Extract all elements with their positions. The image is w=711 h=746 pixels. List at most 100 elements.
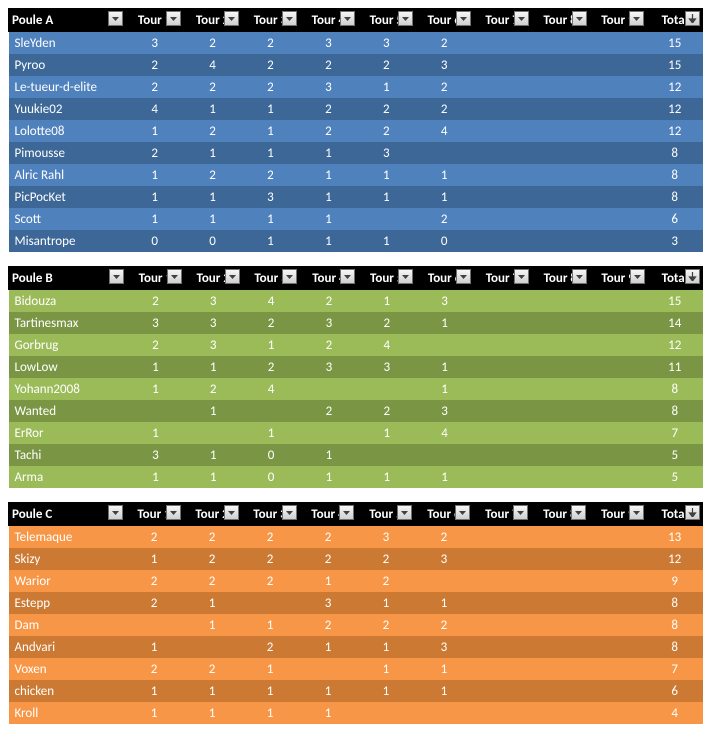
score-cell: 2	[125, 570, 183, 592]
score-cell	[473, 76, 531, 98]
total-cell: 8	[647, 614, 703, 636]
score-cell: 2	[357, 548, 415, 570]
col-tour[interactable]: Tour 2	[183, 503, 241, 526]
col-tour[interactable]: Tour 5	[358, 267, 416, 290]
filter-dropdown[interactable]	[572, 269, 587, 284]
score-cell	[531, 636, 589, 658]
filter-dropdown[interactable]	[282, 505, 297, 520]
col-title[interactable]: Poule B	[9, 267, 127, 290]
col-tour[interactable]: Tour 3	[241, 503, 299, 526]
filter-dropdown[interactable]	[340, 11, 355, 26]
col-tour[interactable]: Tour 9	[589, 9, 647, 32]
score-cell	[531, 98, 589, 120]
filter-dropdown[interactable]	[397, 505, 412, 520]
col-tour[interactable]: Tour 7	[473, 503, 531, 526]
filter-dropdown[interactable]	[513, 505, 528, 520]
score-cell: 2	[415, 614, 473, 636]
table-row: Warior222129	[9, 570, 703, 592]
score-cell	[358, 378, 416, 400]
col-tour[interactable]: Tour 1	[126, 267, 184, 290]
score-cell: 2	[299, 548, 357, 570]
score-cell	[473, 208, 531, 230]
filter-dropdown[interactable]	[514, 269, 529, 284]
col-tour[interactable]: Tour 1	[125, 503, 183, 526]
sort-dropdown[interactable]	[685, 269, 700, 284]
col-tour[interactable]: Tour 4	[299, 9, 357, 32]
score-cell: 1	[415, 680, 473, 702]
score-cell	[416, 444, 474, 466]
score-cell: 2	[242, 312, 300, 334]
score-cell: 1	[357, 636, 415, 658]
score-cell: 2	[126, 142, 184, 164]
player-name: Yohann2008	[9, 378, 127, 400]
col-tour[interactable]: Tour 4	[299, 503, 357, 526]
score-cell: 2	[358, 312, 416, 334]
score-cell: 2	[300, 400, 358, 422]
filter-dropdown[interactable]	[282, 269, 297, 284]
score-cell: 1	[184, 208, 242, 230]
filter-dropdown[interactable]	[398, 11, 413, 26]
score-cell	[531, 186, 589, 208]
col-tour[interactable]: Tour 7	[474, 267, 532, 290]
filter-dropdown[interactable]	[571, 505, 586, 520]
poule-table: Poule BTour 1Tour 2Tour 3Tour 4Tour 5Tou…	[8, 266, 703, 488]
score-cell	[531, 658, 589, 680]
filter-dropdown[interactable]	[225, 269, 240, 284]
col-tour[interactable]: Tour 2	[184, 9, 242, 32]
col-tour[interactable]: Tour 7	[473, 9, 531, 32]
col-total[interactable]: Total	[647, 267, 702, 290]
total-cell: 4	[647, 702, 703, 724]
col-tour[interactable]: Tour 8	[531, 9, 589, 32]
filter-dropdown[interactable]	[224, 505, 239, 520]
score-cell: 2	[357, 614, 415, 636]
col-tour[interactable]: Tour 9	[589, 267, 647, 290]
col-tour[interactable]: Tour 3	[242, 9, 300, 32]
col-total[interactable]: Total	[647, 503, 703, 526]
filter-dropdown[interactable]	[514, 11, 529, 26]
col-tour[interactable]: Tour 5	[357, 9, 415, 32]
filter-dropdown[interactable]	[282, 11, 297, 26]
table-row: Scott111126	[9, 208, 703, 230]
filter-dropdown[interactable]	[167, 269, 182, 284]
filter-dropdown[interactable]	[166, 11, 181, 26]
col-tour[interactable]: Tour 5	[357, 503, 415, 526]
total-cell: 8	[647, 592, 703, 614]
col-tour[interactable]: Tour 6	[415, 9, 473, 32]
filter-dropdown[interactable]	[629, 11, 644, 26]
filter-dropdown[interactable]	[456, 269, 471, 284]
col-tour[interactable]: Tour 8	[531, 267, 589, 290]
filter-dropdown[interactable]	[108, 11, 123, 26]
col-tour[interactable]: Tour 8	[531, 503, 589, 526]
filter-dropdown[interactable]	[455, 505, 470, 520]
col-title[interactable]: Poule C	[9, 503, 126, 526]
filter-dropdown[interactable]	[109, 269, 124, 284]
filter-dropdown[interactable]	[108, 505, 123, 520]
filter-dropdown[interactable]	[456, 11, 471, 26]
col-title[interactable]: Poule A	[9, 9, 126, 32]
col-tour[interactable]: Tour 6	[416, 267, 474, 290]
score-cell	[531, 614, 589, 636]
col-tour[interactable]: Tour 3	[242, 267, 300, 290]
filter-dropdown[interactable]	[339, 505, 354, 520]
col-tour[interactable]: Tour 1	[126, 9, 184, 32]
col-tour[interactable]: Tour 6	[415, 503, 473, 526]
score-cell: 3	[126, 312, 184, 334]
filter-dropdown[interactable]	[224, 11, 239, 26]
col-tour[interactable]: Tour 4	[300, 267, 358, 290]
score-cell	[300, 422, 358, 444]
score-cell	[531, 334, 589, 356]
sort-dropdown[interactable]	[685, 505, 700, 520]
col-tour[interactable]: Tour 2	[184, 267, 242, 290]
filter-dropdown[interactable]	[340, 269, 355, 284]
filter-dropdown[interactable]	[166, 505, 181, 520]
col-tour[interactable]: Tour 9	[589, 503, 647, 526]
score-cell: 3	[416, 290, 474, 313]
filter-dropdown[interactable]	[572, 11, 587, 26]
filter-dropdown[interactable]	[629, 505, 644, 520]
score-cell: 2	[241, 548, 299, 570]
total-cell: 13	[647, 526, 703, 549]
filter-dropdown[interactable]	[630, 269, 645, 284]
filter-dropdown[interactable]	[398, 269, 413, 284]
col-total[interactable]: Total	[647, 9, 703, 32]
sort-dropdown[interactable]	[685, 11, 700, 26]
